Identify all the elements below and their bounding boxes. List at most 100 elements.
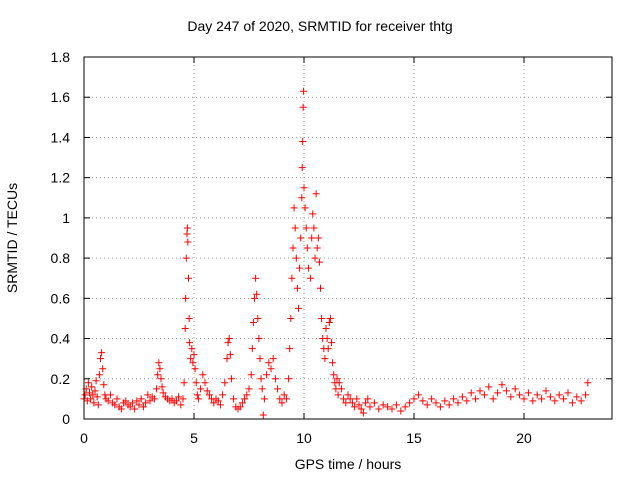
data-point <box>410 395 418 403</box>
data-point <box>104 397 112 405</box>
data-point <box>95 371 103 379</box>
data-point <box>333 375 341 383</box>
data-point <box>323 335 331 343</box>
data-point <box>564 389 572 397</box>
data-point <box>139 403 147 411</box>
data-point <box>251 294 258 302</box>
data-point <box>293 284 301 292</box>
data-point <box>106 391 114 399</box>
data-point <box>467 389 475 397</box>
data-point <box>98 349 106 357</box>
data-point <box>201 379 209 387</box>
data-point <box>276 395 284 403</box>
data-point <box>131 405 139 413</box>
data-point <box>153 385 161 393</box>
data-point <box>573 393 581 401</box>
data-point <box>137 395 145 403</box>
grid <box>84 57 612 419</box>
data-point <box>379 401 387 409</box>
y-tick-label: 1 <box>62 210 70 226</box>
x-tick-label: 5 <box>190 430 198 446</box>
data-point <box>299 103 307 111</box>
data-point <box>546 393 554 401</box>
data-point <box>180 379 188 387</box>
data-point <box>156 365 164 373</box>
data-point <box>216 401 224 409</box>
data-point <box>91 387 99 395</box>
data-point <box>192 379 200 387</box>
data-point <box>441 397 449 405</box>
data-point <box>189 359 197 367</box>
data-point <box>191 365 199 373</box>
data-point <box>259 411 267 419</box>
data-point <box>315 258 323 266</box>
data-point <box>282 395 290 403</box>
data-point <box>214 397 222 405</box>
data-point <box>223 355 231 363</box>
x-tick-label: 15 <box>406 430 422 446</box>
data-point <box>445 401 453 409</box>
y-tick-label: 0.6 <box>51 290 71 306</box>
data-point <box>330 371 338 379</box>
data-point <box>100 381 108 389</box>
data-point <box>199 371 207 379</box>
data-point <box>128 399 136 407</box>
data-point <box>298 164 306 172</box>
data-point <box>334 391 342 399</box>
data-point <box>328 339 335 347</box>
data-series <box>80 87 592 419</box>
data-point <box>432 399 440 407</box>
data-point <box>159 389 167 397</box>
data-point <box>577 397 585 405</box>
data-point <box>226 351 234 359</box>
data-point <box>197 385 205 393</box>
data-point <box>355 401 363 409</box>
data-point <box>359 409 367 417</box>
data-point <box>321 355 329 363</box>
data-point <box>142 399 150 407</box>
data-point <box>307 274 315 282</box>
data-point <box>172 397 180 405</box>
data-point <box>295 304 302 312</box>
data-point <box>318 314 326 322</box>
plot-frame <box>83 56 613 420</box>
data-point <box>401 403 409 411</box>
data-point <box>370 399 378 407</box>
data-point <box>304 264 312 272</box>
data-point <box>286 345 294 353</box>
data-point <box>313 244 321 252</box>
data-point <box>292 254 300 262</box>
data-point <box>247 371 255 379</box>
data-point <box>311 254 319 262</box>
data-point <box>555 391 563 399</box>
data-point <box>221 379 229 387</box>
data-point <box>84 379 92 387</box>
y-tick-label: 0.2 <box>51 371 71 387</box>
data-point <box>255 335 263 343</box>
data-point <box>414 391 422 399</box>
y-tick-label: 1.2 <box>51 170 71 186</box>
y-tick-label: 0.8 <box>51 250 71 266</box>
data-point <box>353 395 361 403</box>
x-tick-label: 10 <box>296 430 312 446</box>
data-point <box>325 318 333 326</box>
data-point <box>302 224 310 232</box>
data-point <box>520 395 528 403</box>
data-point <box>219 391 227 399</box>
data-point <box>485 383 493 391</box>
data-point <box>560 395 568 403</box>
chart-title: Day 247 of 2020, SRMTID for receiver tht… <box>187 18 453 34</box>
y-tick-label: 0.4 <box>51 331 71 347</box>
data-point <box>210 399 218 407</box>
data-point <box>230 395 238 403</box>
data-point <box>133 397 141 405</box>
data-point <box>290 204 298 212</box>
data-point <box>538 395 546 403</box>
data-point <box>296 264 304 272</box>
data-point <box>194 395 202 403</box>
data-point <box>344 391 352 399</box>
data-point <box>186 339 194 347</box>
data-point <box>298 194 306 202</box>
data-point <box>181 325 189 332</box>
data-point <box>310 224 318 232</box>
